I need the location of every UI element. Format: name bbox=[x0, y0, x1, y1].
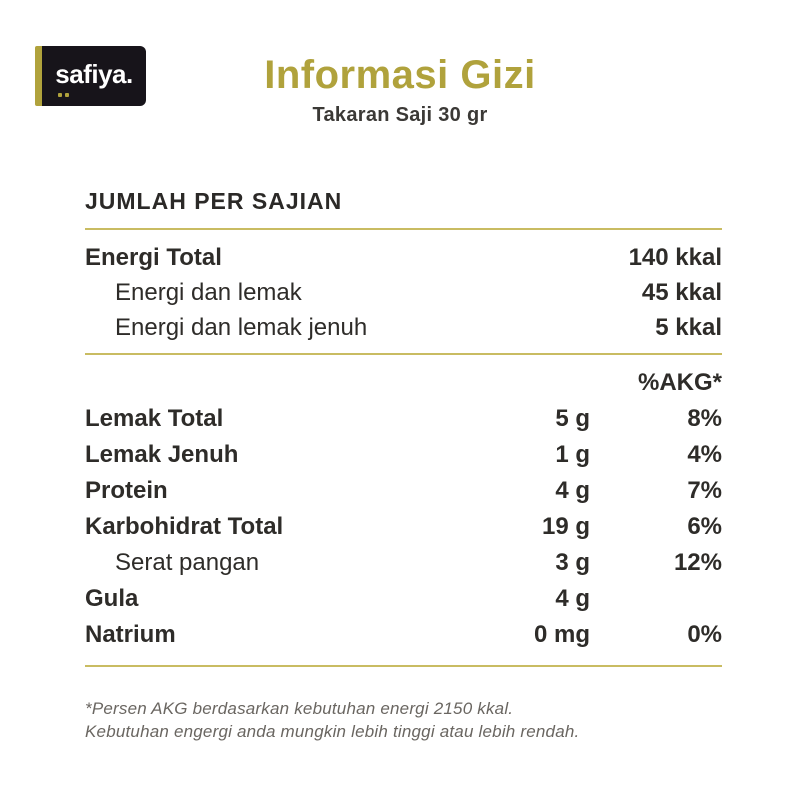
row-value: 5 kkal bbox=[655, 314, 722, 341]
row-akg: 6% bbox=[687, 513, 722, 540]
footnote-line-1: *Persen AKG berdasarkan kebutuhan energi… bbox=[85, 699, 514, 718]
row-amount: 1 g bbox=[555, 441, 590, 468]
table-row-lemak-jenuh: Lemak Jenuh 1 g 4% bbox=[85, 437, 722, 473]
row-akg: 12% bbox=[673, 549, 722, 576]
akg-column-header-row: %AKG* bbox=[85, 355, 722, 401]
akg-footnote: *Persen AKG berdasarkan kebutuhan energi… bbox=[85, 697, 722, 743]
nutrient-section: Lemak Total 5 g 8% Lemak Jenuh 1 g 4% Pr… bbox=[85, 401, 722, 653]
row-label: Natrium bbox=[85, 621, 176, 648]
akg-column-header: %AKG* bbox=[637, 369, 722, 396]
logo-accent-bar bbox=[35, 46, 42, 106]
table-row-energi-dan-lemak-jenuh: Energi dan lemak jenuh 5 kkal bbox=[85, 310, 722, 345]
row-value: 45 kkal bbox=[641, 279, 722, 306]
row-label: Energi Total bbox=[85, 244, 222, 271]
brand-logo: safiya. bbox=[35, 46, 146, 106]
energy-section: Energi Total 140 kkal Energi dan lemak 4… bbox=[85, 230, 722, 353]
nutrition-table: JUMLAH PER SAJIAN Energi Total 140 kkal … bbox=[85, 170, 722, 743]
row-label: Gula bbox=[85, 585, 139, 612]
section-heading: JUMLAH PER SAJIAN bbox=[85, 188, 343, 214]
header: Informasi Gizi Takaran Saji 30 gr bbox=[0, 0, 800, 127]
row-value: 140 kkal bbox=[628, 244, 722, 271]
row-amount: 5 g bbox=[555, 405, 590, 432]
footnote-line-2: Kebutuhan engergi anda mungkin lebih tin… bbox=[85, 722, 580, 741]
serving-size-text: Takaran Saji 30 gr bbox=[312, 104, 488, 126]
divider-bottom bbox=[85, 665, 722, 667]
row-amount: 0 mg bbox=[533, 621, 590, 648]
table-row-lemak-total: Lemak Total 5 g 8% bbox=[85, 401, 722, 437]
page-title: Informasi Gizi bbox=[264, 53, 536, 97]
row-amount: 19 g bbox=[541, 513, 590, 540]
logo-text: safiya. bbox=[55, 58, 133, 89]
row-label: Serat pangan bbox=[115, 549, 260, 576]
row-amount: 4 g bbox=[555, 477, 590, 504]
row-amount: 4 g bbox=[555, 585, 590, 612]
logo-box: safiya. bbox=[42, 46, 146, 106]
row-akg: 4% bbox=[687, 441, 722, 468]
divider-middle bbox=[85, 353, 722, 355]
row-label: Energi dan lemak jenuh bbox=[115, 314, 368, 341]
row-label: Energi dan lemak bbox=[115, 279, 302, 306]
table-row-natrium: Natrium 0 mg 0% bbox=[85, 617, 722, 653]
logo-accent-dots-icon bbox=[58, 93, 69, 97]
table-row-gula: Gula 4 g bbox=[85, 581, 722, 617]
table-row-serat-pangan: Serat pangan 3 g 12% bbox=[85, 545, 722, 581]
row-label: Lemak Jenuh bbox=[85, 441, 239, 468]
table-row-karbohidrat-total: Karbohidrat Total 19 g 6% bbox=[85, 509, 722, 545]
row-akg: 7% bbox=[687, 477, 722, 504]
table-row-protein: Protein 4 g 7% bbox=[85, 473, 722, 509]
row-akg: 0% bbox=[687, 621, 722, 648]
row-label: Karbohidrat Total bbox=[85, 513, 284, 540]
row-label: Protein bbox=[85, 477, 168, 504]
row-label: Lemak Total bbox=[85, 405, 224, 432]
table-row-energi-total: Energi Total 140 kkal bbox=[85, 240, 722, 275]
table-row-energi-dan-lemak: Energi dan lemak 45 kkal bbox=[85, 275, 722, 310]
row-akg: 8% bbox=[687, 405, 722, 432]
row-amount: 3 g bbox=[555, 549, 590, 576]
divider-top bbox=[85, 228, 722, 230]
